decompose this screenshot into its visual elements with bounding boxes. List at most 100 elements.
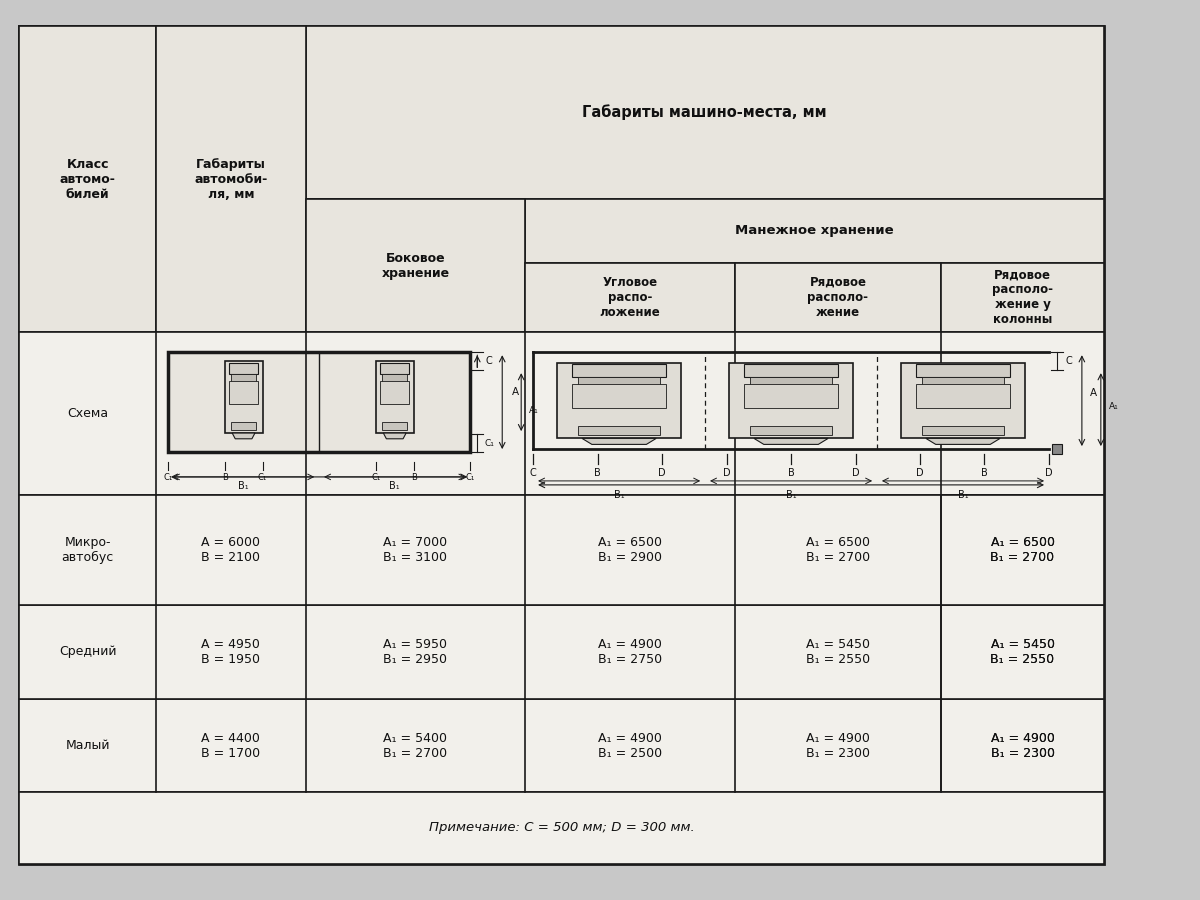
Bar	[578, 376, 660, 387]
Text: A₁ = 5950
B₁ = 2950: A₁ = 5950 B₁ = 2950	[384, 638, 448, 666]
Bar	[916, 364, 1010, 376]
Bar	[229, 363, 258, 374]
Text: Габариты машино-места, мм: Габариты машино-места, мм	[582, 104, 827, 121]
Bar	[922, 376, 1004, 387]
Text: Класс
автомо-
билей: Класс автомо- билей	[60, 158, 115, 201]
Text: Рядовое
располо-
жение у
колонны: Рядовое располо- жение у колонны	[992, 268, 1054, 327]
Text: B: B	[410, 473, 416, 482]
Polygon shape	[926, 438, 1000, 445]
Text: A₁ = 4900
B₁ = 2300: A₁ = 4900 B₁ = 2300	[990, 732, 1055, 760]
Text: C: C	[529, 468, 536, 478]
Bar	[306, 199, 526, 263]
Text: A₁ = 4900
B₁ = 2750: A₁ = 4900 B₁ = 2750	[598, 638, 662, 666]
Text: A₁ = 7000
B₁ = 3100: A₁ = 7000 B₁ = 3100	[383, 536, 448, 563]
Bar	[744, 364, 838, 376]
Text: C₁: C₁	[371, 473, 380, 482]
Polygon shape	[233, 433, 254, 439]
Text: A₁ = 4900
B₁ = 2300: A₁ = 4900 B₁ = 2300	[806, 732, 870, 760]
Text: A₁ = 6500
B₁ = 2700: A₁ = 6500 B₁ = 2700	[990, 536, 1055, 563]
Text: Примечание: C = 500 мм; D = 300 мм.: Примечание: C = 500 мм; D = 300 мм.	[428, 822, 695, 834]
Bar	[941, 605, 1104, 699]
Bar	[19, 495, 1104, 605]
Bar	[168, 352, 470, 452]
Bar	[730, 363, 853, 438]
Text: D: D	[852, 468, 859, 478]
Bar	[19, 332, 1104, 495]
Bar	[901, 363, 1025, 438]
Text: C₁: C₁	[258, 473, 268, 482]
Text: A₁ = 6500
B₁ = 2900: A₁ = 6500 B₁ = 2900	[598, 536, 662, 563]
Text: Угловое
распо-
ложение: Угловое распо- ложение	[600, 276, 660, 319]
Text: B₁: B₁	[958, 490, 968, 500]
Text: C₁: C₁	[466, 473, 475, 482]
Text: A₁ = 4900
B₁ = 2300: A₁ = 4900 B₁ = 2300	[990, 732, 1055, 760]
Text: Средний: Средний	[59, 645, 116, 659]
Bar	[232, 421, 256, 430]
Bar	[156, 26, 306, 332]
Text: C₁: C₁	[485, 438, 494, 447]
Text: Рядовое
располо-
жение: Рядовое располо- жение	[808, 276, 869, 319]
Text: Габариты
автомоби-
ля, мм: Габариты автомоби- ля, мм	[194, 158, 268, 201]
Bar	[734, 263, 941, 332]
Bar	[750, 427, 832, 436]
Bar	[383, 421, 407, 430]
Bar	[19, 605, 1104, 699]
Text: D: D	[916, 468, 924, 478]
Bar	[572, 364, 666, 376]
Bar	[19, 26, 156, 332]
Text: A: A	[1091, 388, 1098, 398]
Bar	[941, 263, 1104, 332]
Bar	[526, 263, 734, 332]
Text: B: B	[787, 468, 794, 478]
Polygon shape	[582, 438, 656, 445]
Text: A: A	[511, 387, 518, 397]
Bar	[744, 384, 838, 409]
Text: D: D	[659, 468, 666, 478]
Bar	[19, 199, 306, 263]
Text: A = 6000
B = 2100: A = 6000 B = 2100	[202, 536, 260, 563]
Text: A₁ = 5450
B₁ = 2550: A₁ = 5450 B₁ = 2550	[806, 638, 870, 666]
Bar	[229, 382, 258, 404]
Text: B: B	[594, 468, 601, 478]
Text: C: C	[486, 356, 493, 366]
Text: Манежное хранение: Манежное хранение	[736, 224, 894, 238]
Text: B₁: B₁	[786, 490, 797, 500]
Text: A₁: A₁	[529, 406, 539, 415]
Text: Боковое
хранение: Боковое хранение	[382, 252, 450, 280]
Text: A₁ = 6500
B₁ = 2700: A₁ = 6500 B₁ = 2700	[990, 536, 1055, 563]
Bar	[380, 363, 409, 374]
Text: A₁ = 6500
B₁ = 2700: A₁ = 6500 B₁ = 2700	[806, 536, 870, 563]
Text: Малый: Малый	[66, 739, 110, 752]
Text: B₁: B₁	[239, 481, 248, 491]
Bar	[19, 792, 1104, 864]
Text: A₁: A₁	[1109, 402, 1118, 411]
Text: A₁ = 5400
B₁ = 2700: A₁ = 5400 B₁ = 2700	[383, 732, 448, 760]
Bar	[1052, 444, 1062, 454]
Text: B₁: B₁	[390, 481, 400, 491]
Bar	[578, 427, 660, 436]
Bar	[380, 382, 409, 404]
Bar	[383, 374, 407, 384]
Bar	[224, 361, 263, 433]
Bar	[19, 26, 306, 199]
Text: A₁ = 5450
B₁ = 2550: A₁ = 5450 B₁ = 2550	[990, 638, 1055, 666]
Text: C₁: C₁	[163, 473, 173, 482]
Text: B₁: B₁	[614, 490, 624, 500]
Bar	[557, 363, 682, 438]
Text: B: B	[982, 468, 988, 478]
Bar	[306, 26, 1104, 199]
Polygon shape	[754, 438, 828, 445]
Bar	[19, 699, 1104, 792]
Text: A₁ = 4900
B₁ = 2500: A₁ = 4900 B₁ = 2500	[598, 732, 662, 760]
Text: C: C	[1066, 356, 1073, 366]
Bar	[376, 361, 414, 433]
Bar	[941, 699, 1104, 792]
Bar	[922, 427, 1004, 436]
Text: A = 4400
B = 1700: A = 4400 B = 1700	[202, 732, 260, 760]
Bar	[306, 199, 526, 332]
Text: A₁ = 5450
B₁ = 2550: A₁ = 5450 B₁ = 2550	[990, 638, 1055, 666]
Text: B: B	[222, 473, 228, 482]
Bar	[916, 384, 1010, 409]
Bar	[750, 376, 832, 387]
Text: D: D	[1045, 468, 1052, 478]
